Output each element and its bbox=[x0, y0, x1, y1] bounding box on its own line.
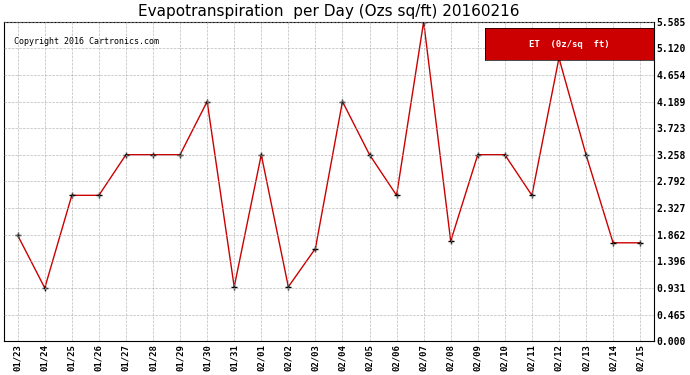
Title: Evapotranspiration  per Day (Ozs sq/ft) 20160216: Evapotranspiration per Day (Ozs sq/ft) 2… bbox=[138, 4, 520, 19]
Text: Copyright 2016 Cartronics.com: Copyright 2016 Cartronics.com bbox=[14, 38, 159, 46]
